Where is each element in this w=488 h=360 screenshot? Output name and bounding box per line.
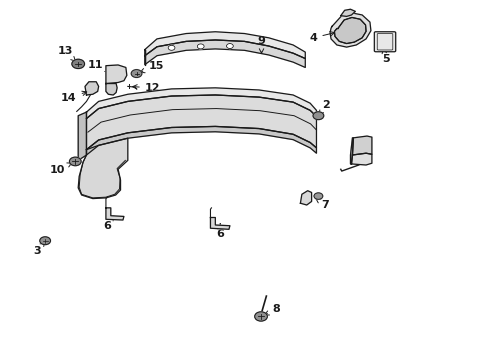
Text: 13: 13 (58, 46, 76, 61)
Circle shape (168, 45, 175, 50)
Circle shape (72, 59, 84, 68)
Text: 6: 6 (216, 224, 224, 239)
Polygon shape (106, 65, 126, 84)
Text: 15: 15 (140, 62, 163, 73)
Text: 6: 6 (103, 216, 114, 231)
Polygon shape (86, 95, 316, 150)
Text: 5: 5 (381, 48, 388, 64)
Text: 14: 14 (61, 91, 86, 103)
Text: 12: 12 (132, 83, 160, 93)
Polygon shape (350, 138, 353, 164)
Circle shape (40, 237, 50, 245)
Text: 9: 9 (257, 36, 265, 53)
Polygon shape (85, 82, 99, 95)
Polygon shape (78, 138, 127, 199)
Polygon shape (144, 40, 305, 67)
Text: 16: 16 (357, 152, 372, 165)
Circle shape (226, 44, 233, 49)
Circle shape (313, 193, 322, 199)
Polygon shape (210, 217, 229, 229)
Polygon shape (340, 9, 355, 17)
Polygon shape (351, 153, 371, 165)
FancyBboxPatch shape (373, 32, 395, 52)
Polygon shape (86, 126, 316, 155)
Circle shape (312, 112, 323, 120)
Polygon shape (334, 18, 366, 44)
Polygon shape (86, 88, 316, 118)
Polygon shape (329, 13, 370, 47)
Text: 8: 8 (264, 304, 280, 315)
Polygon shape (106, 208, 123, 220)
Circle shape (254, 312, 267, 321)
Text: 7: 7 (315, 198, 328, 210)
Polygon shape (300, 191, 311, 205)
Polygon shape (144, 32, 305, 59)
Text: 1: 1 (257, 111, 274, 128)
Text: 3: 3 (34, 241, 45, 256)
Polygon shape (78, 112, 86, 160)
Circle shape (197, 44, 203, 49)
Circle shape (69, 157, 81, 166)
Text: 2: 2 (318, 100, 329, 115)
Text: 4: 4 (309, 32, 334, 43)
Circle shape (131, 69, 142, 77)
Polygon shape (106, 84, 117, 95)
Polygon shape (352, 136, 371, 155)
Text: 11: 11 (88, 60, 109, 71)
Text: 10: 10 (49, 163, 72, 175)
